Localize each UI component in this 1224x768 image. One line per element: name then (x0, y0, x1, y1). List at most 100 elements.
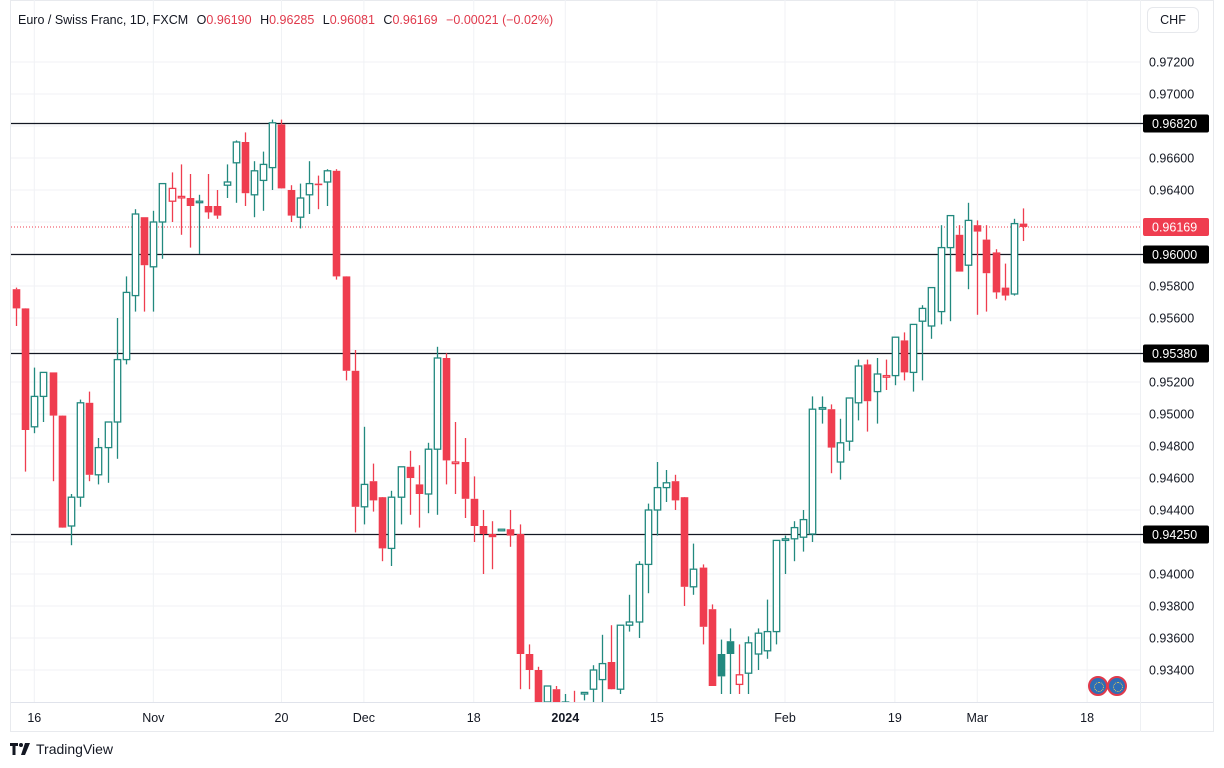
candle (332, 169, 341, 280)
chart-frame[interactable] (10, 0, 1214, 732)
candle (213, 190, 222, 219)
candle (360, 426, 369, 525)
level-price-label: 0.95380 (1152, 347, 1197, 361)
candle (314, 175, 323, 210)
time-tick-label: 18 (1080, 711, 1094, 725)
candles (12, 119, 1028, 702)
candle (39, 371, 48, 422)
candle (982, 225, 991, 312)
candle (369, 463, 378, 512)
candle (470, 476, 479, 542)
price-tick-label: 0.93800 (1149, 600, 1194, 614)
candle (918, 305, 927, 381)
candle (635, 561, 644, 638)
last-price-badge (1143, 217, 1209, 236)
events-markers[interactable] (1088, 676, 1127, 696)
price-tick-label: 0.94800 (1149, 440, 1194, 454)
candle (689, 543, 698, 595)
candle (177, 164, 186, 235)
candle (937, 225, 946, 325)
candle (525, 644, 534, 690)
time-tick-label: Feb (774, 711, 796, 725)
candle (726, 628, 735, 694)
price-tick-label: 0.97200 (1149, 56, 1194, 70)
candle (186, 174, 195, 248)
candle (378, 497, 387, 562)
candle (323, 169, 332, 206)
candle (671, 474, 680, 510)
candle (781, 535, 790, 574)
eu-flag-icon[interactable] (1107, 676, 1127, 696)
candle (891, 336, 900, 386)
candle (113, 318, 122, 459)
candle (461, 438, 470, 518)
candle (232, 140, 241, 203)
candle (644, 503, 653, 594)
candle (479, 510, 488, 574)
candle (744, 636, 753, 694)
price-tick-label: 0.95000 (1149, 408, 1194, 422)
candle (149, 210, 158, 312)
tradingview-logo-icon (10, 743, 30, 755)
price-axis[interactable]: 0.97200 0.97000 0.96600 0.96400 0.95800 0.956… (1143, 56, 1209, 678)
candle (598, 634, 607, 702)
horizontal-levels[interactable] (11, 122, 1143, 536)
candle (94, 438, 103, 485)
candle (342, 276, 351, 381)
close-value: 0.96169 (392, 13, 438, 27)
level-price-label: 0.94250 (1152, 528, 1197, 542)
candle (799, 510, 808, 552)
currency-button[interactable]: CHF (1147, 7, 1199, 33)
candle (168, 172, 177, 222)
candle (836, 418, 845, 480)
candle (104, 421, 113, 483)
candle (964, 202, 973, 290)
candle (863, 359, 872, 432)
candle (1001, 263, 1010, 301)
price-tick-label: 0.93400 (1149, 664, 1194, 678)
price-tick-label: 0.94000 (1149, 568, 1194, 582)
candle (516, 524, 525, 690)
candle (900, 332, 909, 381)
eu-flag-icon[interactable] (1088, 676, 1108, 696)
time-tick-label: Dec (353, 711, 375, 725)
candle (992, 249, 1001, 299)
brand-name: TradingView (36, 741, 114, 757)
candle (735, 644, 744, 694)
grid-lines (11, 0, 1213, 732)
candle (561, 694, 570, 702)
candle (195, 194, 204, 254)
candle (573, 690, 576, 702)
time-tick-label: 2024 (551, 711, 579, 725)
price-tick-label: 0.95800 (1149, 280, 1194, 294)
time-tick-label: 19 (888, 711, 902, 725)
candle (506, 510, 515, 547)
candle (1010, 218, 1019, 296)
candle (662, 470, 671, 502)
candle (21, 308, 30, 472)
candle (58, 415, 67, 528)
time-tick-label: Mar (967, 711, 989, 725)
tradingview-logo[interactable]: TradingView (10, 741, 113, 757)
candle (451, 422, 460, 494)
level-price-label: 0.96820 (1152, 117, 1197, 131)
level-price-badge (1143, 245, 1209, 264)
candle (882, 359, 891, 390)
candle (131, 209, 140, 312)
candle (772, 539, 781, 645)
candle (442, 353, 451, 485)
candle (616, 624, 625, 694)
candle (589, 665, 598, 702)
candle (552, 686, 561, 702)
candle (580, 691, 589, 701)
candle (287, 185, 296, 222)
candle (158, 182, 167, 259)
last-price-label: 0.96169 (1152, 220, 1197, 234)
candle (625, 594, 634, 632)
time-axis[interactable]: 16 Nov 20 Dec 18 2024 15 Feb 19 Mar 18 (27, 711, 1094, 725)
candle (67, 494, 76, 546)
candle (49, 372, 58, 482)
candle (818, 396, 827, 424)
candle (1019, 208, 1028, 242)
